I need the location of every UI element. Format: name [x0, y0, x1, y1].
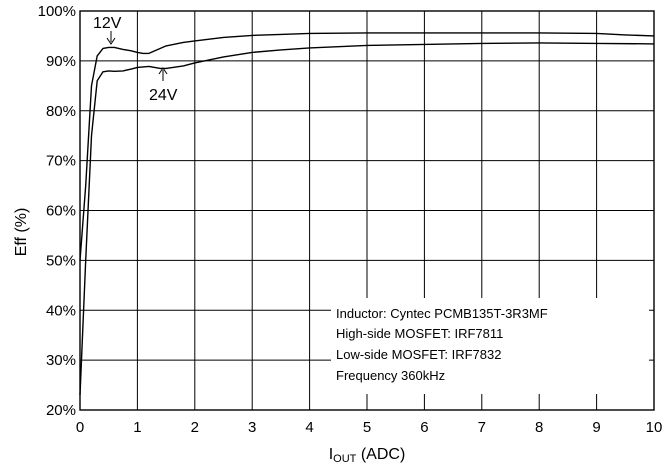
arrowhead-24v-icon — [158, 67, 168, 75]
y-tick-label: 30% — [46, 352, 76, 369]
series-line-24v — [79, 42, 655, 396]
y-tick-labels: 20% 30% 40% 50% 60% 70% 80% 90% 100% — [38, 3, 76, 419]
series-line-12v — [79, 32, 655, 261]
plot-frame — [79, 10, 655, 411]
label-24v: 24V — [149, 87, 178, 104]
y-tick-label: 90% — [46, 53, 76, 70]
x-tick-label: 8 — [535, 419, 543, 436]
y-tick-label: 80% — [46, 103, 76, 120]
x-axis-label: IOUT (ADC) — [329, 446, 406, 465]
x-tick-label: 3 — [248, 419, 256, 436]
x-tick-label: 5 — [363, 419, 371, 436]
y-tick-label: 40% — [46, 302, 76, 319]
x-tick-label: 4 — [305, 419, 313, 436]
x-tick-label: 2 — [191, 419, 199, 436]
info-box — [331, 298, 649, 394]
y-tick-label: 20% — [46, 402, 76, 419]
info-line-2: High-side MOSFET: IRF7811 — [336, 326, 503, 341]
info-line-1: Inductor: Cyntec PCMB135T-3R3MF — [336, 306, 548, 321]
grid-lines — [80, 11, 654, 410]
x-tick-label: 1 — [133, 419, 141, 436]
y-tick-label: 70% — [46, 153, 76, 170]
y-tick-label: 60% — [46, 203, 76, 220]
arrowhead-12v-icon — [106, 37, 116, 45]
y-axis-label: Eff (%) — [13, 208, 30, 257]
y-tick-label: 100% — [38, 3, 76, 20]
label-12v: 12V — [93, 15, 122, 32]
x-tick-labels: 0 1 2 3 4 5 6 7 8 9 10 — [76, 419, 663, 436]
x-tick-label: 9 — [592, 419, 600, 436]
series-lines — [79, 32, 655, 396]
x-tick-label: 7 — [478, 419, 486, 436]
x-tick-label: 10 — [646, 419, 663, 436]
info-line-3: Low-side MOSFET: IRF7832 — [336, 347, 501, 362]
info-line-4: Frequency 360kHz — [336, 368, 445, 383]
y-tick-label: 50% — [46, 252, 76, 269]
x-tick-label: 6 — [420, 419, 428, 436]
x-tick-label: 0 — [76, 419, 84, 436]
